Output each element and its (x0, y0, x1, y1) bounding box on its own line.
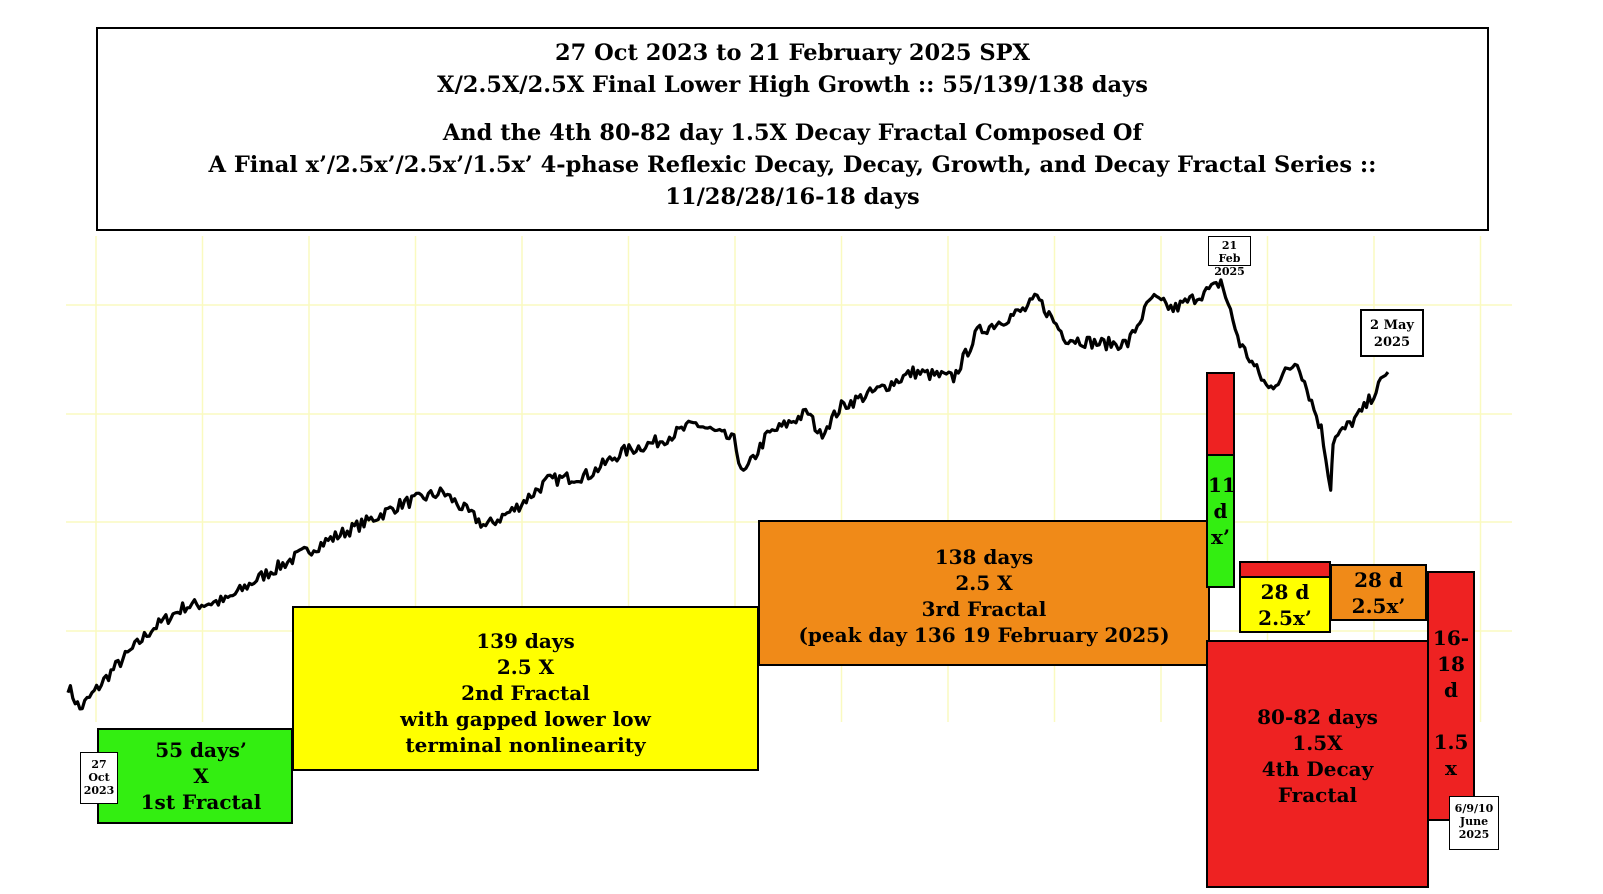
fractal-1-days: 55 days’ (155, 738, 247, 762)
fractal-3-box: 138 days 2.5 X 3rd Fractal (peak day 136… (758, 520, 1210, 666)
chart-title-box: 27 Oct 2023 to 21 February 2025 SPX X/2.… (96, 27, 1489, 231)
subfractal-4-days-2: 18 (1437, 652, 1465, 676)
fractal-2-note-1: with gapped lower low (400, 707, 651, 731)
fractal-1-box: 55 days’ X 1st Fractal (97, 728, 293, 824)
may-date-day: 2 May (1370, 318, 1414, 333)
subfractal-1-red-cap (1206, 372, 1235, 456)
fractal-2-label: 2nd Fractal (461, 681, 590, 705)
subfractal-1-unit: d (1213, 499, 1228, 523)
subfractal-4-x: x (1445, 756, 1457, 780)
fractal-3-peak-note: (peak day 136 19 February 2025) (798, 623, 1170, 647)
chart-title: 27 Oct 2023 to 21 February 2025 SPX (555, 40, 1030, 66)
subfractal-2-box: 28 d 2.5x’ (1239, 576, 1331, 633)
subfractal-1-ratio: x’ (1211, 525, 1230, 549)
start-date-tag: 27 Oct 2023 (80, 752, 118, 804)
subfractal-3-box: 28 d 2.5x’ (1330, 564, 1427, 621)
start-date-day: 27 (91, 758, 107, 771)
subfractal-2-days: 28 d (1260, 579, 1310, 604)
fractal-2-box: 139 days 2.5 X 2nd Fractal with gapped l… (292, 606, 759, 771)
fractal-1-ratio: X (193, 764, 209, 788)
peak-date-year: 2025 (1214, 265, 1245, 278)
chart-description-2: A Final x’/2.5x’/2.5x’/1.5x’ 4-phase Ref… (208, 152, 1377, 178)
fractal-2-days: 139 days (476, 629, 575, 653)
june-date-year: 2025 (1458, 828, 1490, 841)
fractal-3-ratio: 2.5 X (955, 571, 1013, 595)
start-date-year: 2023 (83, 784, 115, 797)
fractal-1-label: 1st Fractal (140, 790, 262, 814)
subfractal-4-unit: d (1444, 678, 1458, 702)
fractal-2-note-2: terminal nonlinearity (405, 733, 646, 757)
subfractal-3-days: 28 d (1354, 567, 1403, 592)
fractal-4-days: 80-82 days (1257, 705, 1378, 729)
chart-subtitle: X/2.5X/2.5X Final Lower High Growth :: 5… (437, 72, 1148, 98)
fractal-4-label-2: Fractal (1277, 783, 1358, 807)
chart-description-3: 11/28/28/16-18 days (665, 184, 920, 210)
chart-description-1: And the 4th 80-82 day 1.5X Decay Fractal… (442, 120, 1143, 146)
subfractal-2-ratio: 2.5x’ (1258, 605, 1312, 630)
start-date-month: Oct (88, 771, 110, 784)
fractal-4-label: 4th Decay (1261, 757, 1374, 781)
fractal-3-days: 138 days (934, 545, 1034, 569)
spx-price-line (66, 278, 1390, 711)
june-date-days: 6/9/10 (1454, 802, 1494, 815)
subfractal-1-days: 11 (1208, 473, 1236, 497)
june-date-month: June (1459, 815, 1489, 828)
fractal-3-label: 3rd Fractal (921, 597, 1047, 621)
subfractal-4-box: 16- 18 d 1.5 x (1427, 571, 1475, 821)
subfractal-4-days-1: 16- (1432, 626, 1470, 650)
subfractal-3-ratio: 2.5x’ (1351, 593, 1406, 618)
fractal-2-ratio: 2.5 X (496, 655, 555, 679)
peak-date-day: 21 Feb (1218, 239, 1241, 265)
fractal-4-ratio: 1.5X (1292, 731, 1343, 755)
subfractal-4-ratio: 1.5 (1433, 730, 1469, 754)
fractal-4-box: 80-82 days 1.5X 4th Decay Fractal (1206, 640, 1429, 888)
peak-date-tag: 21 Feb 2025 (1208, 236, 1251, 278)
subfractal-1-box: 11 d x’ (1206, 454, 1236, 588)
june-date-tag: 6/9/10 June 2025 (1449, 796, 1499, 850)
may-date-year: 2025 (1373, 335, 1411, 350)
may-date-tag: 2 May 2025 (1360, 309, 1424, 357)
